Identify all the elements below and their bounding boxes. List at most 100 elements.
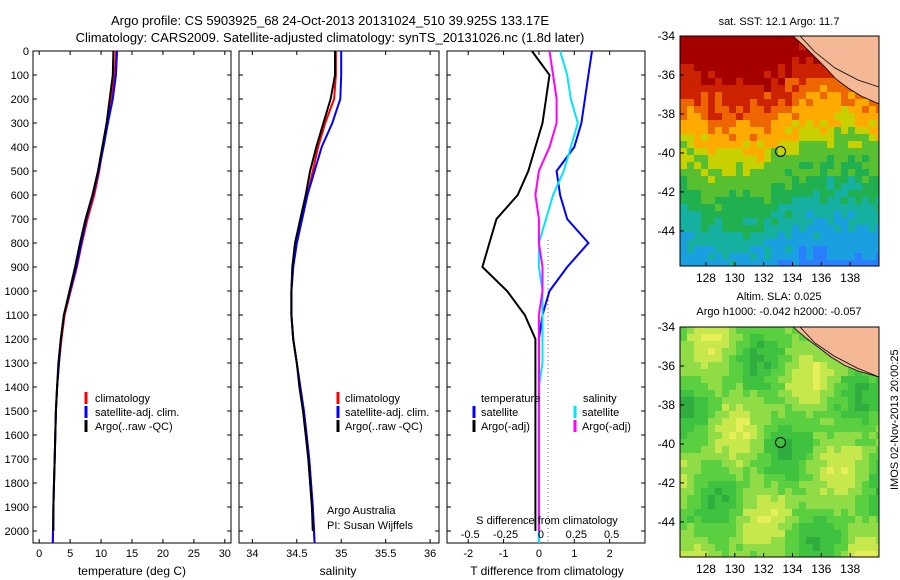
sla-map-cell	[806, 341, 814, 349]
sla-map-cell	[862, 509, 870, 517]
sla-map-cell	[778, 481, 786, 489]
sla-map-cell	[813, 516, 821, 524]
sla-map-cell	[862, 446, 870, 454]
sst-map-cell	[778, 141, 786, 149]
sla-map-cell	[694, 439, 702, 447]
sla-map-cell	[827, 432, 835, 440]
sst-map-cell	[708, 43, 716, 51]
sla-map-cell	[750, 551, 758, 557]
sst-map-cell	[855, 134, 863, 142]
sla-map-cell	[729, 495, 737, 503]
x-tick-label: 35.5	[375, 548, 396, 560]
sst-map-cell	[855, 176, 863, 184]
sst-map-cell	[841, 183, 849, 191]
sst-map-cell	[736, 169, 744, 177]
sst-map-cell	[722, 134, 730, 142]
sst-map-cell	[701, 148, 709, 156]
sla-map-cell	[827, 446, 835, 454]
sst-map-cell	[694, 169, 702, 177]
sst-map-cell	[715, 260, 723, 266]
sst-map-cell	[834, 113, 842, 121]
sst-map-cell	[792, 99, 800, 107]
sst-map-cell	[687, 36, 695, 44]
sla-map-cell	[813, 355, 821, 363]
sst-map-cell	[701, 64, 709, 72]
x-tick-label: 20	[157, 548, 169, 560]
sst-map-cell	[701, 246, 709, 254]
sst-map-cell	[736, 260, 744, 266]
sst-map-cell	[750, 92, 758, 100]
sla-map-cell	[827, 439, 835, 447]
sst-map-cell	[757, 57, 765, 65]
sst-map-cell	[771, 190, 779, 198]
sst-map-cell	[848, 120, 856, 128]
sst-map-cell	[701, 253, 709, 261]
sla-map-cell	[764, 551, 772, 557]
sst-map-cell	[701, 204, 709, 212]
sla-map-cell	[785, 516, 793, 524]
sla-map-cell	[827, 418, 835, 426]
sst-map-cell	[792, 113, 800, 121]
sst-map-cell	[757, 78, 765, 86]
sla-map-cell	[743, 495, 751, 503]
sla-map-cell	[750, 334, 758, 342]
sst-map-cell	[862, 169, 870, 177]
sst-map-cell	[715, 218, 723, 226]
sst-map-cell	[862, 183, 870, 191]
sla-map-cell	[813, 390, 821, 398]
sst-map-cell	[750, 120, 758, 128]
sla-map-cell	[722, 348, 730, 356]
sla-map-cell	[855, 376, 863, 384]
sla-map-cell	[855, 411, 863, 419]
sla-map-cell	[862, 502, 870, 510]
sla-map-cell	[778, 537, 786, 545]
sst-map-cell	[771, 141, 779, 149]
x-tick-label: 25	[188, 548, 200, 560]
sst-map-cell	[792, 225, 800, 233]
x-tick-label: 132	[754, 271, 774, 285]
sla-map-cell	[701, 369, 709, 377]
sla-map-cell	[764, 397, 772, 405]
sst-map-cell	[680, 50, 688, 58]
x-tick-label: 134	[782, 271, 802, 285]
sst-map-cell	[785, 64, 793, 72]
sst-map-cell	[694, 120, 702, 128]
sla-map-cell	[750, 530, 758, 538]
sst-map-cell	[750, 64, 758, 72]
sla-map-cell	[694, 495, 702, 503]
sla-map-cell	[743, 502, 751, 510]
sla-map-cell	[869, 460, 877, 468]
sst-map-cell	[743, 148, 751, 156]
sla-map-cell	[750, 481, 758, 489]
sst-map-cell	[687, 50, 695, 58]
sla-map-cell	[729, 341, 737, 349]
sst-map-cell	[834, 211, 842, 219]
sst-map-cell	[722, 155, 730, 163]
sla-map-cell	[820, 446, 828, 454]
sla-map-cell	[876, 523, 879, 531]
sst-map-cell	[743, 113, 751, 121]
sst-map-cell	[708, 36, 716, 44]
sla-map-cell	[841, 383, 849, 391]
sla-map-cell	[680, 544, 688, 552]
sst-map-cell	[708, 239, 716, 247]
sst-map-cell	[729, 225, 737, 233]
sla-map-cell	[869, 544, 877, 552]
sst-map-cell	[799, 197, 807, 205]
sst-map-cell	[869, 176, 877, 184]
sla-map-cell	[729, 404, 737, 412]
sla-map-cell	[680, 432, 688, 440]
sst-map-cell	[708, 113, 716, 121]
sla-map-cell	[820, 523, 828, 531]
sst-map-cell	[834, 183, 842, 191]
x-tick-label: 132	[754, 562, 774, 576]
sla-map-cell	[806, 523, 814, 531]
sst-map-cell	[855, 190, 863, 198]
sst-map-cell	[827, 169, 835, 177]
sst-map-cell	[813, 197, 821, 205]
sla-map-cell	[757, 481, 765, 489]
sla-map-cell	[799, 334, 807, 342]
sst-map-cell	[743, 92, 751, 100]
sst-map-cell	[806, 57, 814, 65]
sla-map-cell	[792, 446, 800, 454]
